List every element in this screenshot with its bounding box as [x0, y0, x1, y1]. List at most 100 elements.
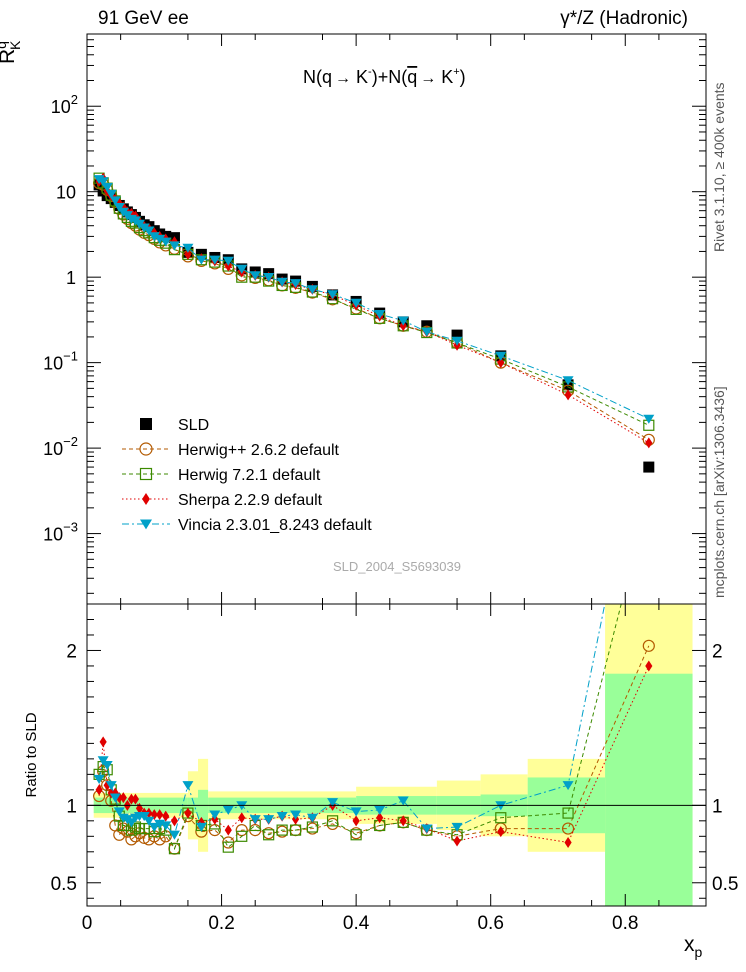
main-title: N(q → K-)+N(q → K+): [303, 66, 466, 87]
legend-marker: [139, 467, 153, 481]
main-point-series-4: [160, 237, 172, 247]
main-point-series-4: [643, 414, 655, 424]
rivet-note: Rivet 3.1.10, ≥ 400k events: [711, 82, 727, 252]
legend-marker: [139, 442, 153, 456]
ratio-point-series-3: [101, 760, 113, 771]
ratio-point-series-3: [290, 810, 302, 820]
ratio-point-series-2: [95, 784, 103, 796]
legend-marker: [142, 493, 150, 505]
main-series-line-3: [98, 177, 650, 444]
ratio-series-group: [93, 604, 655, 855]
main-point-series-4: [374, 309, 386, 320]
main-point-series-4: [276, 277, 288, 287]
main-point-series-0: [451, 329, 463, 341]
ratio-point-series-3: [168, 830, 180, 840]
ratio-point-series-3: [374, 805, 386, 815]
legend-label: SLD: [178, 417, 209, 434]
ratio-point-series-1: [326, 815, 339, 827]
ratio-point-series-0: [159, 830, 172, 843]
ratio-point-series-2: [645, 660, 653, 672]
ratio-point-series-2: [184, 807, 192, 819]
ratio-band-inner: [605, 673, 693, 906]
main-point-series-4: [249, 271, 261, 281]
main-point-series-4: [327, 290, 339, 300]
legend-marker: [140, 519, 152, 530]
ratio-point-series-3: [562, 781, 574, 791]
main-ytick-label: 10−1: [43, 349, 78, 374]
qbar-symbol: q: [407, 67, 417, 87]
main-point-series-4: [397, 316, 409, 326]
ratio-point-series-3: [209, 810, 221, 820]
ratio-point-series-0: [125, 833, 138, 846]
main-point-series-4: [138, 223, 150, 233]
ratio-point-series-3: [195, 822, 207, 832]
main-point-series-4: [195, 255, 207, 265]
ratio-data-marks: [93, 604, 655, 855]
ratio-point-series-3: [97, 756, 109, 766]
ratio-point-series-3: [148, 822, 160, 832]
ratio-point-series-1: [350, 829, 362, 841]
ratio-point-series-3: [182, 781, 194, 791]
ratio-point-series-0: [235, 824, 248, 837]
main-point-series-4: [562, 376, 574, 386]
ratio-point-series-1: [276, 824, 288, 836]
watermark-analysis-id: SLD_2004_S5693039: [333, 559, 461, 574]
main-point-series-4: [209, 255, 221, 265]
ratio-point-series-3: [306, 813, 318, 823]
ratio-ytick-label: 1: [66, 796, 77, 817]
legend-label: Vincia 2.3.01_8.243 default: [178, 517, 372, 534]
main-point-series-4: [113, 202, 125, 213]
main-axes: 10−3 10−2 10−1 1 10 102: [43, 33, 706, 604]
main-point-series-4: [495, 351, 507, 361]
ratio-point-series-3: [143, 816, 155, 826]
ratio-point-series-3: [421, 824, 433, 834]
main-point-series-3: [184, 248, 192, 260]
legend-marker: [140, 418, 152, 430]
ratio-ylabel: Ratio to SLD: [23, 712, 40, 797]
ratio-point-series-2: [170, 815, 179, 827]
ratio-point-series-1: [222, 841, 234, 853]
main-point-series-4: [306, 285, 318, 295]
ratio-point-series-2: [399, 815, 407, 827]
ratio-point-series-2: [352, 815, 360, 827]
ratio-point-series-2: [497, 826, 505, 838]
ratio-point-series-1: [263, 829, 275, 841]
ratio-point-series-1: [562, 807, 574, 819]
ratio-point-series-3: [350, 807, 362, 817]
ratio-xtick-label: 0.4: [343, 913, 370, 934]
ratio-xtick-label: 0.8: [612, 913, 638, 934]
main-point-series-4: [105, 189, 117, 199]
main-ytick-label: 10: [56, 183, 76, 203]
ratio-axes: 0 0.2 0.4 0.6 0.8 0.5 0.5 1 1 2 2: [51, 604, 738, 934]
main-point-series-3: [224, 260, 232, 272]
ratio-point-series-3: [249, 815, 261, 825]
ratio-point-series-2: [564, 837, 572, 849]
ratio-point-series-1: [236, 830, 248, 842]
ratio-point-series-2: [224, 824, 232, 836]
main-ytick-label: 10−2: [43, 434, 78, 459]
header-left: 91 GeV ee: [98, 8, 189, 29]
ratio-point-series-0: [129, 830, 142, 843]
ratio-uncertainty-bands: [93, 604, 693, 906]
ratio-point-series-3: [93, 774, 105, 784]
ratio-plot-frame: [86, 603, 707, 907]
main-point-series-4: [168, 241, 180, 251]
ratio-point-series-2: [135, 802, 144, 814]
main-plot: 10−3 10−2 10−1 1 10 102 RqK N(q→K-)+N(q→K+) S…: [0, 33, 707, 605]
ratio-ytick-label-right: 2: [712, 641, 723, 662]
ratio-point-series-2: [453, 835, 461, 847]
ratio-ytick-label-right: 0.5: [712, 874, 738, 895]
ratio-point-series-2: [115, 792, 123, 804]
main-point-series-4: [290, 279, 302, 289]
ratio-ytick-label-right: 1: [712, 796, 723, 817]
main-point-series-4: [109, 196, 121, 206]
main-data-marks: [93, 172, 655, 473]
ratio-point-series-0: [642, 639, 655, 652]
main-point-series-4: [148, 232, 160, 242]
ratio-point-series-0: [561, 822, 575, 835]
ratio-point-series-3: [327, 798, 339, 808]
main-point-series-4: [263, 273, 275, 283]
ratio-point-series-2: [197, 816, 205, 828]
main-point-series-3: [399, 320, 407, 332]
ratio-xtick-label: 0.6: [477, 913, 503, 934]
